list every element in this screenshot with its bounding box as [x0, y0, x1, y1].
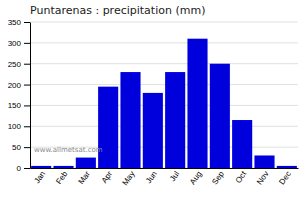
x-tick: Jan — [32, 170, 47, 186]
x-tick: Oct — [234, 169, 249, 185]
bar — [53, 166, 73, 168]
y-tick: 0 — [17, 164, 30, 173]
bar — [187, 39, 207, 168]
annotation: www.allmetsat.com — [34, 146, 103, 154]
y-tick: 150 — [8, 101, 30, 110]
grid-line — [30, 63, 298, 64]
y-axis: 0 50 100 150 200 250 300 350 — [8, 18, 31, 173]
axis-line — [31, 168, 299, 169]
bar — [165, 72, 185, 168]
bar — [210, 64, 230, 168]
tick-label: Aug — [188, 170, 204, 187]
tick-label: Jan — [32, 170, 47, 186]
grid-line — [30, 105, 298, 106]
x-axis: Jan Feb Mar Apr May Jun Jul Aug Sep Oct Nov Dec — [31, 169, 299, 188]
x-tick: Dec — [277, 170, 293, 187]
tick-label: Apr — [100, 169, 115, 185]
grid — [30, 22, 298, 168]
y-tick: 50 — [12, 143, 30, 152]
tick-label: May — [121, 170, 137, 188]
tick-mark — [24, 105, 30, 106]
tick-label: 50 — [12, 143, 21, 152]
bar — [277, 166, 297, 168]
bar — [120, 72, 140, 168]
tick-mark — [24, 22, 30, 23]
x-tick: Mar — [77, 169, 92, 186]
chart: 050100150200250300350JanFebMarAprMayJunJ… — [0, 0, 306, 200]
bar — [31, 166, 51, 168]
y-tick: 200 — [8, 81, 30, 90]
y-tick: 350 — [8, 18, 30, 27]
tick-label: Dec — [277, 170, 293, 187]
bar — [98, 87, 118, 168]
tick-label: Feb — [54, 169, 70, 186]
x-tick: Sep — [210, 169, 226, 186]
bars — [31, 39, 297, 168]
x-tick: Jul — [168, 169, 181, 183]
tick-mark — [24, 168, 30, 169]
title: Puntarenas : precipitation (mm) — [30, 4, 205, 17]
tick-label: Sep — [210, 169, 226, 186]
y-tick: 100 — [8, 122, 30, 131]
tick-label: Oct — [234, 169, 249, 185]
x-tick: Feb — [54, 169, 70, 186]
grid-line — [30, 126, 298, 127]
tick-mark — [24, 147, 30, 148]
y-tick: 300 — [8, 39, 30, 48]
tick-mark — [24, 64, 30, 65]
tick-label: 150 — [8, 101, 22, 110]
x-tick: May — [121, 170, 137, 188]
grid-line — [30, 42, 298, 43]
bar — [143, 93, 163, 168]
grid-line — [30, 22, 298, 23]
bar — [232, 120, 252, 168]
bar — [254, 155, 274, 168]
tick-label: 350 — [8, 18, 22, 27]
tick-label: 300 — [8, 39, 22, 48]
tick-label: Nov — [255, 170, 271, 187]
plot: 050100150200250300350JanFebMarAprMayJunJ… — [8, 18, 299, 187]
tick-label: 100 — [8, 122, 22, 131]
tick-label: Jul — [168, 169, 181, 183]
axis-line — [30, 23, 31, 169]
bar — [76, 158, 96, 168]
grid-line — [30, 84, 298, 85]
x-tick: Apr — [100, 169, 115, 185]
tick-label: 200 — [8, 81, 22, 90]
tick-label: Mar — [77, 169, 92, 186]
tick-mark — [24, 126, 30, 127]
x-tick: Aug — [188, 170, 204, 187]
x-tick: Nov — [255, 170, 271, 187]
x-tick: Jun — [144, 170, 159, 186]
tick-mark — [24, 43, 30, 44]
tick-label: 250 — [8, 60, 22, 69]
tick-mark — [24, 85, 30, 86]
tick-label: 0 — [17, 164, 22, 173]
tick-label: Jun — [144, 170, 159, 186]
y-tick: 250 — [8, 60, 30, 69]
